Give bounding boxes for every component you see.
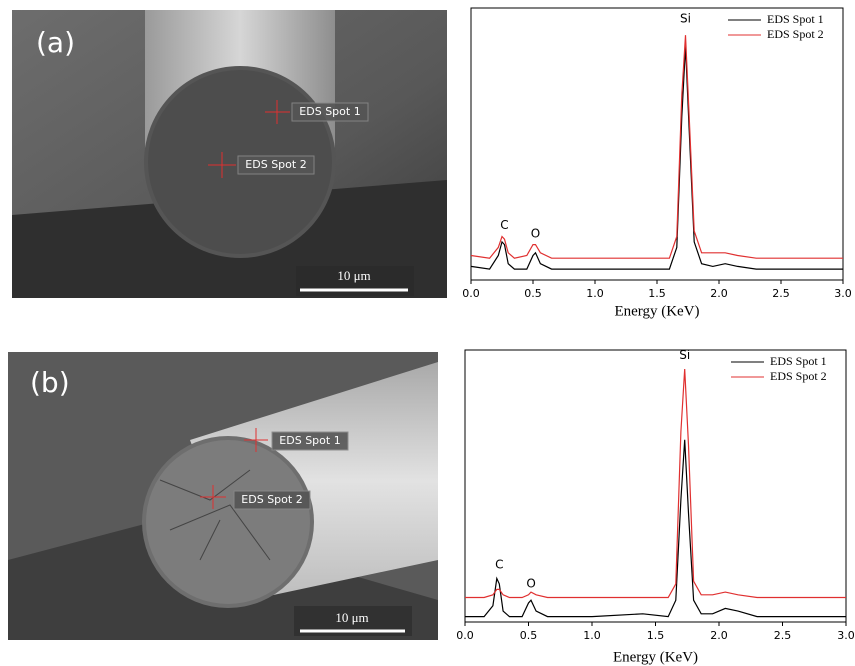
spot-label: EDS Spot 2 [241, 493, 302, 506]
x-tick-label: 2.5 [772, 287, 790, 300]
scale-bar-label: 10 μm [335, 610, 368, 625]
peak-label: O [526, 576, 535, 590]
x-tick-label: 1.5 [647, 629, 665, 642]
x-tick-label: 0.5 [524, 287, 542, 300]
spot-label: EDS Spot 1 [299, 105, 360, 118]
legend-label: EDS Spot 1 [767, 12, 824, 26]
x-tick-label: 3.0 [837, 629, 855, 642]
spectrum-line [465, 368, 846, 599]
x-tick-label: 1.0 [583, 629, 601, 642]
x-tick-label: 0.5 [520, 629, 538, 642]
x-axis-label: Energy (KeV) [614, 303, 699, 319]
x-axis-label: Energy (KeV) [613, 649, 698, 665]
peak-label: C [500, 218, 508, 232]
peak-label: C [495, 557, 503, 571]
sem-image-b: (b) EDS Spot 1 EDS Spot 2 10 μm [8, 352, 438, 640]
sem-image-a: (a) EDS Spot 1 EDS Spot 2 10 μm [12, 10, 447, 298]
panel-label: (a) [36, 26, 75, 59]
scale-bar-label: 10 μm [337, 268, 370, 283]
legend-label: EDS Spot 2 [770, 369, 827, 383]
x-tick-label: 3.0 [834, 287, 852, 300]
plot-frame [464, 349, 847, 623]
peak-label: Si [680, 11, 691, 25]
spot-label: EDS Spot 1 [279, 434, 340, 447]
x-tick-label: 1.5 [648, 287, 666, 300]
spectrum-line [470, 35, 843, 259]
plot-frame [470, 7, 844, 281]
legend-label: EDS Spot 2 [767, 27, 824, 41]
x-tick-label: 2.5 [774, 629, 792, 642]
peak-label: Si [679, 348, 690, 362]
legend-label: EDS Spot 1 [770, 354, 827, 368]
spot-label: EDS Spot 2 [245, 158, 306, 171]
x-tick-label: 2.0 [710, 629, 728, 642]
x-tick-label: 0.0 [456, 629, 474, 642]
spectrum-line [470, 46, 843, 270]
x-tick-label: 0.0 [462, 287, 480, 300]
x-tick-label: 2.0 [710, 287, 728, 300]
peak-label: O [531, 226, 540, 240]
x-tick-label: 1.0 [586, 287, 604, 300]
spectrum-line [465, 439, 846, 618]
panel-label: (b) [30, 366, 70, 399]
